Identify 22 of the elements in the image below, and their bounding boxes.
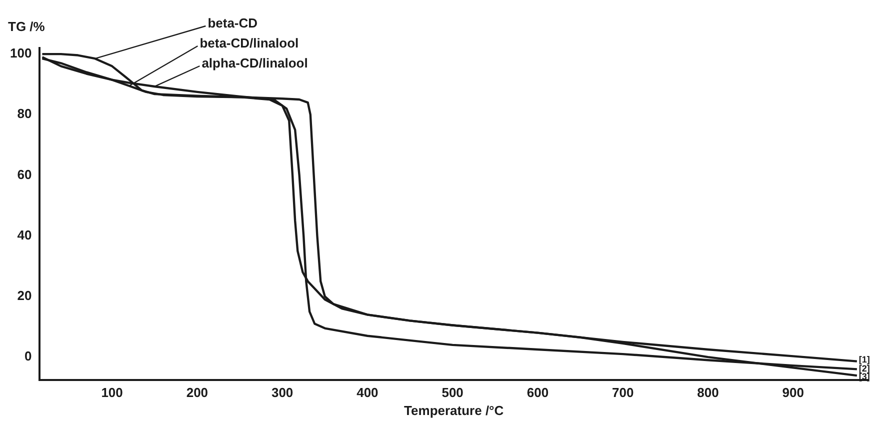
- y-tick-label: 0: [24, 348, 32, 364]
- y-tick-label: 60: [17, 166, 32, 182]
- y-tick-label: 20: [17, 288, 32, 304]
- x-tick-label: 500: [442, 385, 464, 400]
- y-tick-label: 80: [17, 106, 32, 122]
- text: beta-CD: [208, 16, 258, 31]
- x-tick-label: 200: [186, 385, 208, 400]
- x-tick-label: 600: [526, 385, 549, 400]
- x-tick-label: 400: [356, 385, 378, 400]
- y-axis-title: TG /%: [8, 19, 46, 34]
- series-label: alpha-CD/linalool: [202, 56, 308, 71]
- y-tick-label: 40: [17, 227, 32, 242]
- x-tick-label: 800: [697, 385, 719, 400]
- x-tick-label: 300: [271, 385, 294, 400]
- text: beta-CD/linalool: [200, 36, 299, 51]
- annotation: [2]: [858, 364, 870, 374]
- x-axis-title: Temperature /°C: [404, 402, 504, 418]
- annotation: [1]: [858, 354, 870, 364]
- y-tick-label: 100: [10, 46, 32, 61]
- x-tick-label: 100: [101, 385, 123, 400]
- x-tick-label: 900: [782, 385, 804, 400]
- x-tick-label: 700: [612, 385, 634, 400]
